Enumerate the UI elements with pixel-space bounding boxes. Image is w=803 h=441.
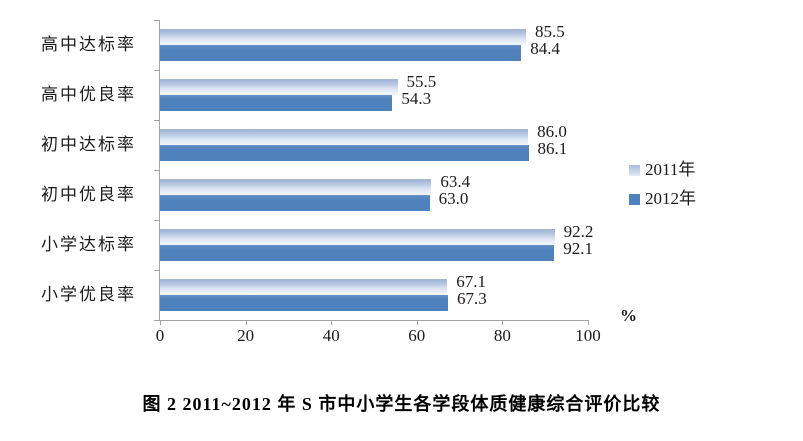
y-axis-tick <box>154 119 160 121</box>
bar-2012 <box>160 245 555 261</box>
y-axis-tick <box>154 169 160 171</box>
bar-2011 <box>160 179 432 195</box>
value-label-2011: 85.5 <box>534 22 565 41</box>
figure-caption: 图 2 2011~2012 年 S 市中小学生各学段体质健康综合评价比较 <box>142 394 661 414</box>
x-tick-label: 100 <box>575 326 601 345</box>
x-axis-tick <box>331 320 333 325</box>
legend-swatch-2011 <box>629 164 640 176</box>
x-axis-tick <box>160 320 161 325</box>
legend-swatch-2012 <box>629 193 640 205</box>
bar-2011 <box>160 129 529 145</box>
y-axis-tick <box>154 269 160 271</box>
bar-2012 <box>160 195 430 211</box>
bar-2012 <box>160 145 529 161</box>
legend-item-2012: 2012年 <box>629 189 696 209</box>
category-label: 小学达标率 <box>41 235 136 254</box>
value-label-2012: 84.4 <box>530 39 560 58</box>
category-axis: 高中达标率 高中优良率 初中达标率 初中优良率 小学达标率 小学优良率 <box>0 20 148 320</box>
bar-2011 <box>160 29 526 45</box>
y-axis-tick <box>154 319 160 321</box>
value-label-2011: 67.1 <box>456 272 486 291</box>
x-tick-label: 60 <box>408 326 426 345</box>
legend-label: 2012年 <box>645 189 696 208</box>
value-label-2012: 63.0 <box>438 189 469 208</box>
value-label-2012: 54.3 <box>401 89 432 108</box>
category-band: 67.1 67.3 <box>160 270 588 320</box>
category-band: 55.5 54.3 <box>160 70 588 120</box>
value-label-2012: 86.1 <box>537 139 568 158</box>
bar-2011 <box>160 79 398 95</box>
y-axis-tick <box>154 219 160 221</box>
category-label: 高中达标率 <box>41 35 136 54</box>
category-label: 初中达标率 <box>41 135 136 154</box>
x-axis-tick <box>416 320 418 325</box>
plot-area: 85.5 84.4 55.5 54.3 86.0 86.1 63.4 63.0 … <box>154 19 601 344</box>
category-band: 85.5 84.4 <box>160 20 588 70</box>
category-band: 92.2 92.1 <box>160 220 593 270</box>
category-label: 高中优良率 <box>41 85 136 104</box>
bar-2011 <box>160 229 555 245</box>
legend-label: 2011年 <box>645 160 696 179</box>
value-label-2011: 55.5 <box>406 72 437 91</box>
x-axis-tick <box>245 320 247 325</box>
y-axis-tick <box>154 19 160 21</box>
bar-2012 <box>160 95 393 111</box>
x-axis-tick <box>502 320 504 325</box>
x-axis-tick <box>588 320 589 325</box>
legend: 2011年 2012年 <box>629 160 696 218</box>
y-axis-tick <box>154 69 160 71</box>
x-tick-label: 80 <box>493 326 511 345</box>
category-label: 小学优良率 <box>41 285 136 304</box>
value-label-2011: 92.2 <box>563 222 594 241</box>
value-label-2012: 67.3 <box>457 289 487 308</box>
bar-2011 <box>160 279 448 295</box>
category-band: 86.0 86.1 <box>160 120 588 170</box>
x-tick-label: 20 <box>237 326 255 345</box>
value-label-2011: 63.4 <box>440 172 471 191</box>
value-label-2011: 86.0 <box>537 122 567 141</box>
value-label-2012: 92.1 <box>563 239 593 258</box>
legend-item-2011: 2011年 <box>629 160 696 180</box>
category-label: 初中优良率 <box>41 185 136 204</box>
x-tick-label: 40 <box>322 326 340 345</box>
x-axis-unit-label: % <box>620 306 637 325</box>
bar-2012 <box>160 45 522 61</box>
category-band: 63.4 63.0 <box>160 170 588 220</box>
x-tick-label: 0 <box>155 326 165 345</box>
bar-2012 <box>160 295 449 311</box>
